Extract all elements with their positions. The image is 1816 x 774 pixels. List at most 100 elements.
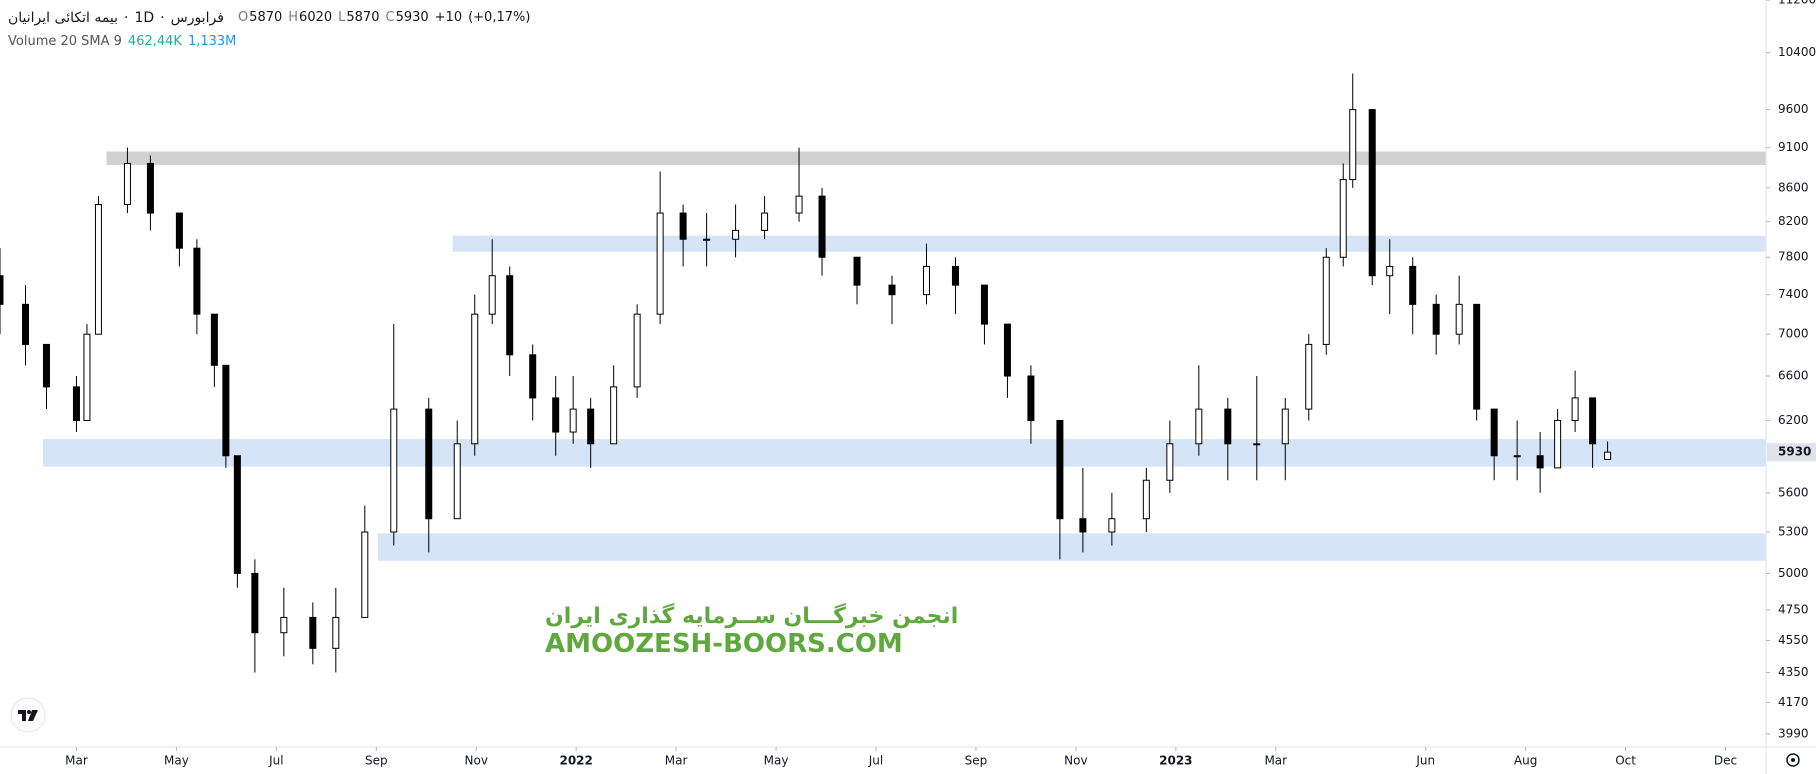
candle-body xyxy=(732,229,740,240)
change-pct: (+0,17%) xyxy=(468,10,531,25)
candle-body xyxy=(761,212,769,231)
candle-body xyxy=(1108,518,1116,533)
ohlc: O5870 H6020 L5870 C5930 xyxy=(238,6,429,30)
candle-body xyxy=(679,212,687,240)
candle-body xyxy=(1589,397,1597,445)
x-tick-label: May xyxy=(764,754,789,768)
x-tick-label: 2023 xyxy=(1159,754,1192,768)
candle-body xyxy=(587,408,595,445)
time-axis: Mar May Jul Sep Nov 2022 Mar May Jul Sep Nov 2023 Ma… xyxy=(65,747,1737,768)
ohlc-value: 5870 xyxy=(346,10,380,25)
zone xyxy=(42,439,1766,467)
x-tick-label: Mar xyxy=(1264,754,1287,768)
candle-body xyxy=(1166,443,1174,481)
candle-body xyxy=(1322,256,1330,345)
candle-body xyxy=(1305,343,1313,410)
candle-body xyxy=(210,313,218,366)
candle-body xyxy=(1513,455,1521,458)
watermark-fa: انجمن خبرگـــان ســرمایه گذاری ایران xyxy=(545,604,959,629)
y-tick-label: 10400 xyxy=(1778,45,1816,59)
candle-body xyxy=(222,364,230,457)
symbol-row: بیمه اتکائی ایرانیان · 1D · فرابورس O587… xyxy=(8,6,530,30)
x-tick-label: 2022 xyxy=(559,754,592,768)
candle-body xyxy=(922,265,930,296)
x-tick-label: Jun xyxy=(1415,754,1435,768)
candle-body xyxy=(488,275,496,315)
candle-body xyxy=(569,408,577,433)
candle-body xyxy=(1027,375,1035,421)
y-tick-label: 7000 xyxy=(1778,327,1809,341)
ohlc-item: O5870 xyxy=(238,6,282,30)
y-tick-label: 9100 xyxy=(1778,140,1809,154)
candle-body xyxy=(1281,408,1289,445)
x-tick-label: Nov xyxy=(465,754,488,768)
candle-body xyxy=(72,386,80,421)
ohlc-value: 5930 xyxy=(395,10,429,25)
candle-body xyxy=(1224,408,1232,445)
volume-label: Volume 20 SMA 9 xyxy=(8,34,122,49)
candle-body xyxy=(361,531,369,618)
ohlc-item: C5930 xyxy=(385,6,428,30)
sep: · xyxy=(160,10,165,26)
candle-body xyxy=(146,162,154,214)
candle-body xyxy=(633,313,641,388)
candle-body xyxy=(1349,109,1357,181)
candle-body xyxy=(94,204,102,335)
candle-body xyxy=(888,284,896,296)
last-price-label: 5930 xyxy=(1778,445,1811,459)
candle-body xyxy=(1554,419,1562,469)
ohlc-item: L5870 xyxy=(338,6,379,30)
y-tick-label: 7800 xyxy=(1778,250,1809,264)
candle-body xyxy=(425,408,433,520)
candle-body xyxy=(390,408,398,533)
y-tick-label: 8200 xyxy=(1778,214,1809,228)
x-tick-label: Sep xyxy=(365,754,388,768)
symbol: بیمه اتکائی ایرانیان xyxy=(8,10,119,26)
x-tick-label: Oct xyxy=(1615,754,1636,768)
x-tick-label: Sep xyxy=(965,754,988,768)
candle-body xyxy=(1386,265,1394,277)
ohlc-value: 6020 xyxy=(299,10,333,25)
candle-body xyxy=(1455,303,1463,335)
settings-icon[interactable] xyxy=(1786,753,1800,767)
candle-body xyxy=(42,343,50,388)
candle-body xyxy=(1079,518,1087,533)
ohlc-label: O xyxy=(237,10,249,25)
candle-body xyxy=(703,238,711,241)
candles xyxy=(0,73,1612,673)
candle-body xyxy=(471,313,479,445)
candle-body xyxy=(280,616,288,634)
x-tick-label: Dec xyxy=(1714,754,1737,768)
x-tick-label: Mar xyxy=(65,754,88,768)
y-tick-label: 5000 xyxy=(1778,566,1809,580)
candle-body xyxy=(1571,397,1579,421)
zone xyxy=(377,533,1766,561)
y-tick-label: 3990 xyxy=(1778,726,1809,740)
y-tick-label: 6600 xyxy=(1778,369,1809,383)
y-tick-label: 5600 xyxy=(1778,485,1809,499)
candle-body xyxy=(656,212,664,315)
candle-body xyxy=(21,303,29,345)
last-price-box xyxy=(1767,443,1816,462)
candle-body xyxy=(818,195,826,258)
volume-value: 462,44K xyxy=(127,34,182,49)
candle-body xyxy=(1473,303,1481,410)
candle-body xyxy=(552,397,560,433)
candle-body xyxy=(123,162,131,206)
candle-body xyxy=(193,247,201,315)
interval: 1D xyxy=(134,10,155,26)
candle-body xyxy=(951,265,959,286)
x-tick-label: May xyxy=(164,754,189,768)
zones xyxy=(42,151,1767,561)
x-tick-label: Aug xyxy=(1514,754,1537,768)
candle-body xyxy=(1604,451,1612,460)
candle-body xyxy=(853,256,861,286)
candle-body xyxy=(610,386,618,445)
tv-logo[interactable] xyxy=(10,697,46,733)
candle-body xyxy=(453,443,461,520)
candle-body xyxy=(529,354,537,399)
y-tick-label: 6200 xyxy=(1778,413,1809,427)
y-tick-label: 4350 xyxy=(1778,665,1809,679)
